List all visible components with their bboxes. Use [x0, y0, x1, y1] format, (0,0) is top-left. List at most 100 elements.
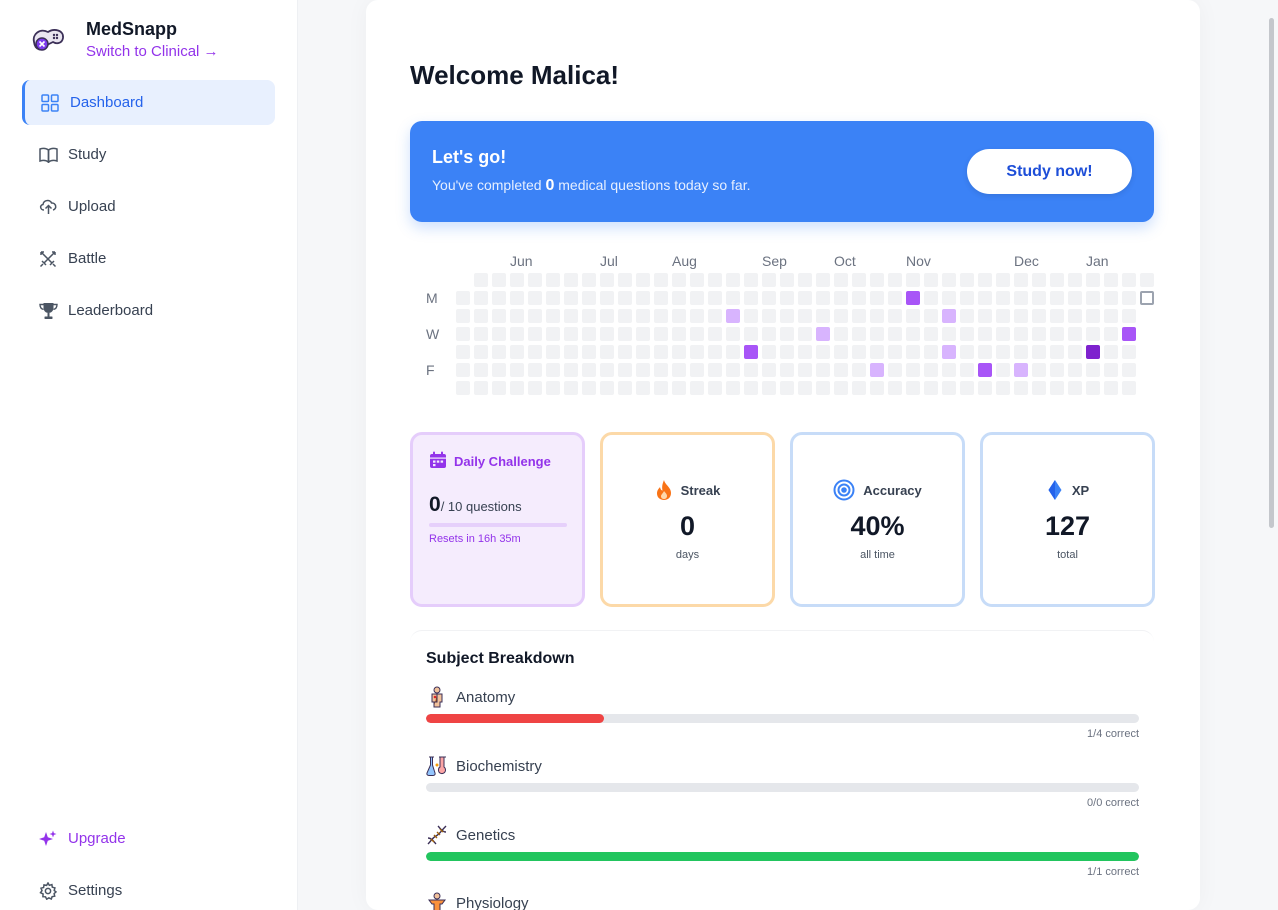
- sidebar-item-battle[interactable]: Battle: [22, 236, 275, 281]
- heatmap-day-cell[interactable]: [1068, 273, 1082, 287]
- heatmap-day-cell[interactable]: [456, 363, 470, 377]
- heatmap-day-cell[interactable]: [1050, 273, 1064, 287]
- heatmap-day-cell[interactable]: [960, 273, 974, 287]
- heatmap-day-cell[interactable]: [474, 345, 488, 359]
- heatmap-day-cell[interactable]: [1122, 273, 1136, 287]
- heatmap-day-cell[interactable]: [924, 291, 938, 305]
- heatmap-day-cell[interactable]: [618, 381, 632, 395]
- heatmap-day-cell[interactable]: [798, 309, 812, 323]
- heatmap-day-cell[interactable]: [780, 381, 794, 395]
- heatmap-day-cell[interactable]: [546, 345, 560, 359]
- heatmap-day-cell[interactable]: [1014, 291, 1028, 305]
- heatmap-day-cell[interactable]: [708, 273, 722, 287]
- heatmap-day-cell[interactable]: [474, 273, 488, 287]
- heatmap-day-cell[interactable]: [852, 291, 866, 305]
- heatmap-day-cell[interactable]: [1068, 363, 1082, 377]
- heatmap-day-cell[interactable]: [726, 381, 740, 395]
- heatmap-day-cell[interactable]: [600, 327, 614, 341]
- heatmap-day-cell[interactable]: [834, 291, 848, 305]
- heatmap-day-cell[interactable]: [798, 363, 812, 377]
- heatmap-day-cell[interactable]: [1104, 291, 1118, 305]
- heatmap-day-cell[interactable]: [1032, 381, 1046, 395]
- heatmap-day-cell[interactable]: [978, 381, 992, 395]
- heatmap-day-cell[interactable]: [1104, 381, 1118, 395]
- heatmap-day-cell[interactable]: [564, 273, 578, 287]
- heatmap-day-cell[interactable]: [798, 291, 812, 305]
- heatmap-day-cell[interactable]: [708, 381, 722, 395]
- heatmap-day-cell[interactable]: [996, 309, 1010, 323]
- heatmap-day-cell[interactable]: [906, 363, 920, 377]
- heatmap-day-cell[interactable]: [600, 345, 614, 359]
- heatmap-day-cell[interactable]: [978, 273, 992, 287]
- heatmap-day-cell[interactable]: [654, 291, 668, 305]
- heatmap-day-cell[interactable]: [1068, 291, 1082, 305]
- heatmap-day-cell[interactable]: [906, 381, 920, 395]
- heatmap-day-cell[interactable]: [492, 363, 506, 377]
- heatmap-day-cell[interactable]: [654, 309, 668, 323]
- heatmap-day-cell[interactable]: [1086, 309, 1100, 323]
- heatmap-day-cell[interactable]: [816, 291, 830, 305]
- heatmap-day-cell[interactable]: [564, 381, 578, 395]
- heatmap-day-cell[interactable]: [888, 381, 902, 395]
- heatmap-day-cell[interactable]: [690, 273, 704, 287]
- heatmap-day-cell[interactable]: [528, 363, 542, 377]
- heatmap-day-cell[interactable]: [762, 291, 776, 305]
- heatmap-day-cell[interactable]: [600, 381, 614, 395]
- heatmap-day-cell[interactable]: [582, 345, 596, 359]
- heatmap-day-cell[interactable]: [546, 291, 560, 305]
- heatmap-day-cell[interactable]: [528, 291, 542, 305]
- heatmap-day-cell[interactable]: [996, 273, 1010, 287]
- heatmap-day-cell[interactable]: [960, 309, 974, 323]
- heatmap-day-cell[interactable]: [996, 291, 1010, 305]
- heatmap-day-cell[interactable]: [1014, 273, 1028, 287]
- heatmap-day-cell[interactable]: [834, 273, 848, 287]
- heatmap-day-cell[interactable]: [978, 309, 992, 323]
- heatmap-day-cell[interactable]: [852, 345, 866, 359]
- heatmap-day-cell[interactable]: [708, 327, 722, 341]
- heatmap-day-cell[interactable]: [546, 273, 560, 287]
- heatmap-day-cell[interactable]: [996, 381, 1010, 395]
- heatmap-day-cell[interactable]: [906, 327, 920, 341]
- heatmap-day-cell[interactable]: [960, 363, 974, 377]
- heatmap-day-cell[interactable]: [924, 363, 938, 377]
- heatmap-day-cell[interactable]: [1050, 363, 1064, 377]
- heatmap-day-cell[interactable]: [600, 363, 614, 377]
- heatmap-day-cell[interactable]: [780, 363, 794, 377]
- heatmap-day-cell[interactable]: [636, 273, 650, 287]
- sidebar-item-upload[interactable]: Upload: [22, 184, 275, 229]
- heatmap-day-cell[interactable]: [816, 345, 830, 359]
- heatmap-day-cell[interactable]: [1086, 363, 1100, 377]
- heatmap-day-cell[interactable]: [654, 363, 668, 377]
- heatmap-day-cell[interactable]: [654, 273, 668, 287]
- settings-button[interactable]: Settings: [22, 868, 275, 910]
- heatmap-day-cell[interactable]: [798, 327, 812, 341]
- heatmap-day-cell[interactable]: [654, 381, 668, 395]
- heatmap-day-cell[interactable]: [564, 345, 578, 359]
- heatmap-day-cell[interactable]: [1122, 363, 1136, 377]
- heatmap-day-cell[interactable]: [996, 363, 1010, 377]
- heatmap-day-cell[interactable]: [1140, 273, 1154, 287]
- heatmap-day-cell[interactable]: [456, 291, 470, 305]
- heatmap-day-cell[interactable]: [834, 363, 848, 377]
- heatmap-day-cell[interactable]: [1086, 381, 1100, 395]
- heatmap-day-cell[interactable]: [582, 309, 596, 323]
- heatmap-day-cell[interactable]: [762, 309, 776, 323]
- heatmap-day-cell[interactable]: [708, 345, 722, 359]
- heatmap-day-cell[interactable]: [726, 273, 740, 287]
- heatmap-day-cell[interactable]: [510, 291, 524, 305]
- heatmap-day-cell[interactable]: [636, 291, 650, 305]
- heatmap-day-cell[interactable]: [852, 363, 866, 377]
- heatmap-day-cell[interactable]: [636, 309, 650, 323]
- heatmap-day-cell[interactable]: [888, 327, 902, 341]
- heatmap-day-cell[interactable]: [1068, 345, 1082, 359]
- sidebar-item-study[interactable]: Study: [22, 132, 275, 177]
- heatmap-day-cell[interactable]: [1014, 363, 1028, 377]
- heatmap-day-cell[interactable]: [852, 309, 866, 323]
- heatmap-day-cell[interactable]: [1122, 309, 1136, 323]
- heatmap-day-cell[interactable]: [564, 363, 578, 377]
- heatmap-day-cell[interactable]: [1104, 345, 1118, 359]
- heatmap-day-cell[interactable]: [780, 291, 794, 305]
- heatmap-day-cell[interactable]: [618, 273, 632, 287]
- brand[interactable]: MedSnapp Switch to Clinical →: [28, 18, 219, 61]
- heatmap-day-cell[interactable]: [852, 327, 866, 341]
